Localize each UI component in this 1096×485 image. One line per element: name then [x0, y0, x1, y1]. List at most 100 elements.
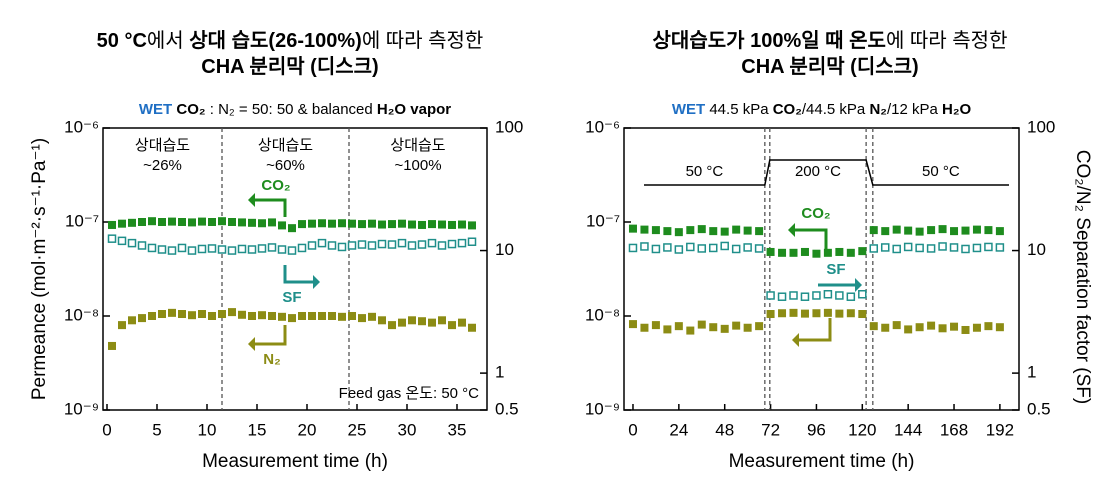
data-point — [881, 323, 890, 332]
chart-title: CHA 분리막 (디스크) — [201, 55, 378, 78]
region-label: ~26% — [143, 157, 182, 174]
data-point — [378, 316, 386, 325]
data-point — [778, 309, 787, 318]
data-point — [247, 245, 257, 254]
data-point — [177, 243, 187, 253]
data-point — [778, 248, 787, 257]
data-point — [766, 310, 775, 319]
data-point — [732, 225, 741, 234]
data-point — [207, 244, 217, 253]
subtitle-part: 44.5 kPa — [705, 101, 773, 118]
data-point — [686, 326, 695, 335]
data-point — [117, 236, 127, 246]
data-point — [892, 244, 901, 254]
data-point — [858, 247, 867, 256]
data-point — [927, 321, 936, 330]
data-point — [835, 309, 844, 318]
x-tick-label: 30 — [398, 420, 417, 439]
data-point — [278, 312, 286, 321]
data-point — [227, 246, 237, 255]
data-point — [328, 312, 336, 320]
y-tick-label: 10⁻⁸ — [64, 305, 99, 324]
series-label: SF — [826, 261, 845, 278]
data-point — [708, 243, 718, 253]
data-point — [961, 226, 970, 235]
data-point — [846, 309, 855, 318]
data-point — [158, 218, 166, 226]
data-point — [961, 325, 970, 334]
x-axis-label: Measurement time (h) — [729, 451, 915, 472]
data-point — [148, 217, 156, 226]
data-point — [258, 311, 266, 320]
subtitle-part: H₂O — [942, 101, 971, 118]
data-point — [228, 308, 236, 317]
series-label: N₂ — [263, 351, 281, 368]
data-point — [823, 248, 832, 257]
data-point — [107, 234, 117, 243]
data-point — [258, 219, 266, 228]
data-point — [915, 243, 924, 253]
arrow-head — [788, 223, 795, 237]
arrow-head — [313, 275, 320, 289]
data-point — [378, 220, 386, 229]
data-point — [168, 217, 176, 226]
y-tick-label: 10⁻⁷ — [65, 211, 99, 230]
data-point — [915, 323, 924, 332]
data-point — [904, 226, 913, 235]
x-tick-label: 25 — [348, 420, 367, 439]
arrow — [252, 198, 287, 217]
subtitle-part: CO₂ — [172, 101, 205, 118]
region-label: 상대습도 — [258, 137, 313, 154]
data-point — [880, 243, 890, 252]
data-point — [467, 237, 477, 246]
x-axis-label: Measurement time (h) — [202, 451, 388, 472]
chart-title-part: CHA 분리막 (디스크) — [201, 55, 378, 78]
subtitle-part: /12 kPa — [887, 101, 942, 118]
data-point — [357, 240, 367, 249]
data-point — [926, 244, 936, 253]
data-point — [277, 245, 287, 254]
data-point — [972, 243, 982, 253]
data-point — [348, 312, 356, 320]
data-point — [651, 226, 660, 235]
data-point — [468, 323, 476, 332]
data-point — [789, 248, 798, 257]
data-point — [287, 246, 297, 255]
data-point — [697, 225, 706, 234]
subtitle-part: WET — [139, 101, 172, 118]
y2-tick-label: 100 — [1027, 117, 1055, 136]
data-point — [427, 238, 437, 248]
data-point — [458, 318, 466, 327]
data-point — [754, 244, 764, 253]
data-point — [903, 242, 913, 252]
data-point — [972, 225, 981, 234]
data-point — [437, 241, 447, 250]
data-point — [368, 219, 376, 228]
subtitle-part: N₂ — [869, 101, 887, 118]
data-point — [298, 220, 306, 229]
data-point — [640, 225, 649, 234]
subtitle-part: CO₂ — [773, 101, 802, 118]
data-point — [347, 241, 357, 250]
data-point — [823, 290, 833, 299]
region-label: 상대습도 — [390, 137, 445, 154]
y-tick-label: 10⁻⁹ — [64, 399, 99, 418]
x-tick-label: 10 — [198, 420, 217, 439]
data-point — [188, 218, 196, 227]
data-point — [417, 240, 427, 249]
data-point — [447, 239, 457, 249]
data-point — [377, 239, 387, 249]
data-point — [288, 224, 296, 233]
chart-title: CHA 분리막 (디스크) — [741, 55, 918, 78]
region-label: 상대습도 — [135, 137, 190, 154]
data-point — [835, 291, 844, 300]
data-point — [168, 308, 176, 317]
subtitle-part: WET — [672, 101, 705, 118]
data-point — [938, 242, 947, 251]
subtitle: WET CO₂ : N₂ = 50: 50 & balanced H₂O vap… — [139, 101, 451, 118]
data-point — [248, 312, 256, 320]
data-point — [950, 227, 959, 236]
data-point — [108, 341, 116, 350]
x-tick-label: 15 — [248, 420, 267, 439]
data-point — [138, 218, 146, 226]
